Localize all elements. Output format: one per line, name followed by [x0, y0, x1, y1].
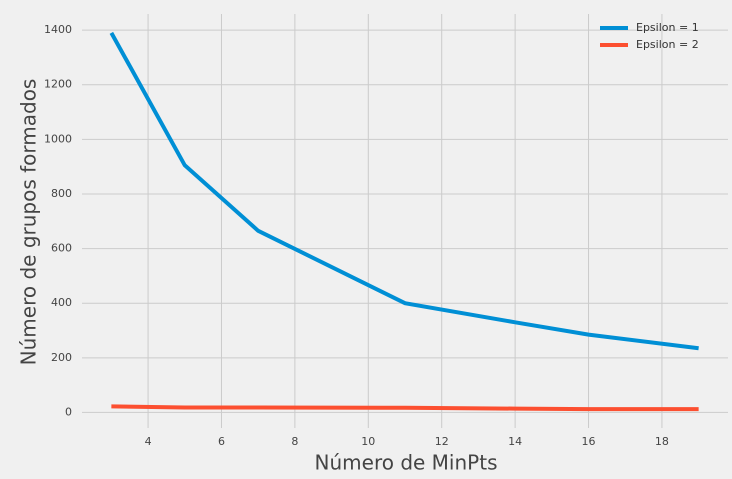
x-tick-label: 12 [435, 435, 449, 448]
x-tick-label: 8 [291, 435, 298, 448]
y-tick-label: 600 [51, 242, 72, 255]
x-tick-label: 16 [582, 435, 596, 448]
x-axis-label: Número de MinPts [315, 451, 498, 475]
legend-label: Epsilon = 2 [636, 38, 699, 51]
x-tick-label: 14 [508, 435, 522, 448]
y-tick-label: 800 [51, 187, 72, 200]
y-axis-label: Número de grupos formados [17, 79, 41, 366]
y-tick-label: 1200 [44, 78, 72, 91]
y-tick-label: 0 [65, 405, 72, 418]
line [111, 404, 699, 412]
x-tick-label: 6 [218, 435, 225, 448]
x-tick-label: 18 [655, 435, 669, 448]
x-tick-label: 4 [145, 435, 152, 448]
x-tick-label: 10 [361, 435, 375, 448]
y-tick-label: 400 [51, 296, 72, 309]
y-tick-label: 1000 [44, 132, 72, 145]
line [109, 31, 699, 351]
legend-label: Epsilon = 1 [636, 21, 699, 34]
y-tick-label: 200 [51, 351, 72, 364]
y-tick-label: 1400 [44, 23, 72, 36]
